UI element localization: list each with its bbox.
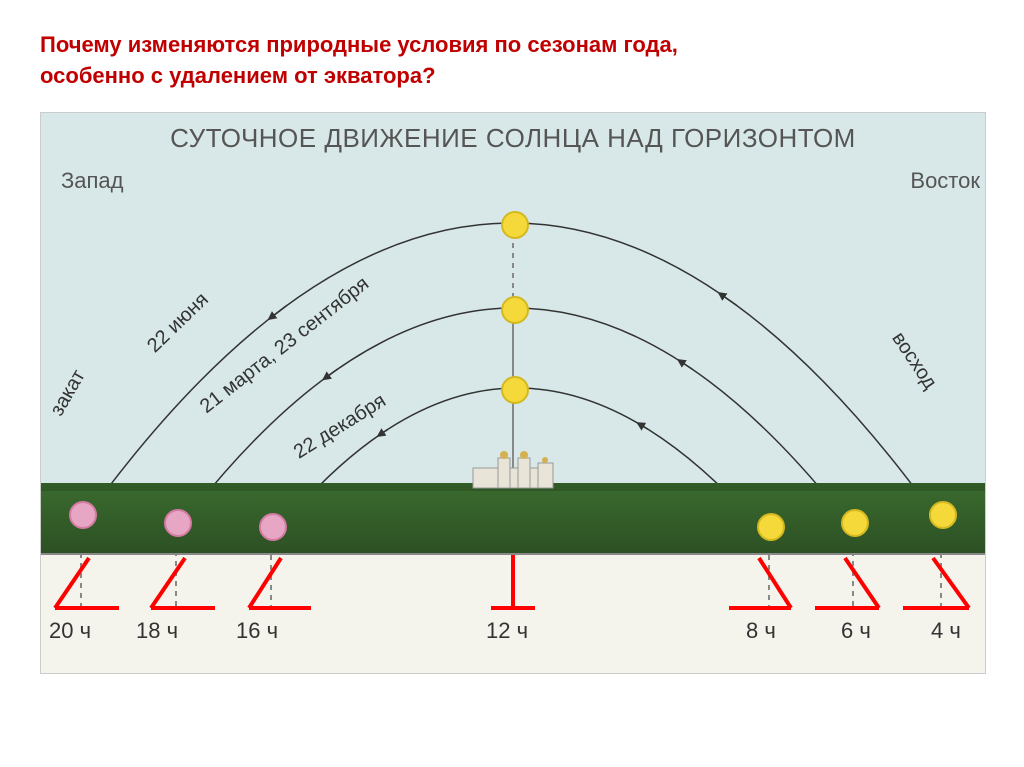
main-question-title: Почему изменяются природные условия по с… [40, 30, 984, 92]
time-label-2: 16 ч [236, 618, 278, 644]
sun-path-diagram: СУТОЧНОЕ ДВИЖЕНИЕ СОЛНЦА НАД ГОРИЗОНТОМ … [40, 112, 986, 674]
time-label-1: 18 ч [136, 618, 178, 644]
arc-label-1: 21 марта, 23 сентября [196, 272, 374, 418]
sunset-sun-0 [69, 501, 97, 529]
sunrise-sun-0 [929, 501, 957, 529]
ground-line [41, 553, 985, 555]
time-label-5: 6 ч [841, 618, 871, 644]
sunset-sun-1 [164, 509, 192, 537]
sunrise-sun-2 [757, 513, 785, 541]
sunset-sun-2 [259, 513, 287, 541]
diagram-title: СУТОЧНОЕ ДВИЖЕНИЕ СОЛНЦА НАД ГОРИЗОНТОМ [41, 123, 985, 154]
west-label: Запад [61, 168, 124, 194]
title-line2: особенно с удалением от экватора? [40, 63, 436, 88]
time-label-0: 20 ч [49, 618, 91, 644]
sunset-label: закат [46, 366, 91, 420]
time-label-4: 8 ч [746, 618, 776, 644]
time-label-3: 12 ч [486, 618, 528, 644]
arc-label-2: 22 декабря [290, 389, 390, 464]
noon-sun-1 [501, 296, 529, 324]
east-label: Восток [910, 168, 980, 194]
arc-label-0: 22 июня [143, 288, 214, 357]
sunrise-sun-1 [841, 509, 869, 537]
time-label-6: 4 ч [931, 618, 961, 644]
sunrise-label: восход [886, 328, 941, 394]
buildings-icon [453, 443, 573, 498]
noon-sun-0 [501, 211, 529, 239]
title-line1: Почему изменяются природные условия по с… [40, 32, 678, 57]
noon-sun-2 [501, 376, 529, 404]
